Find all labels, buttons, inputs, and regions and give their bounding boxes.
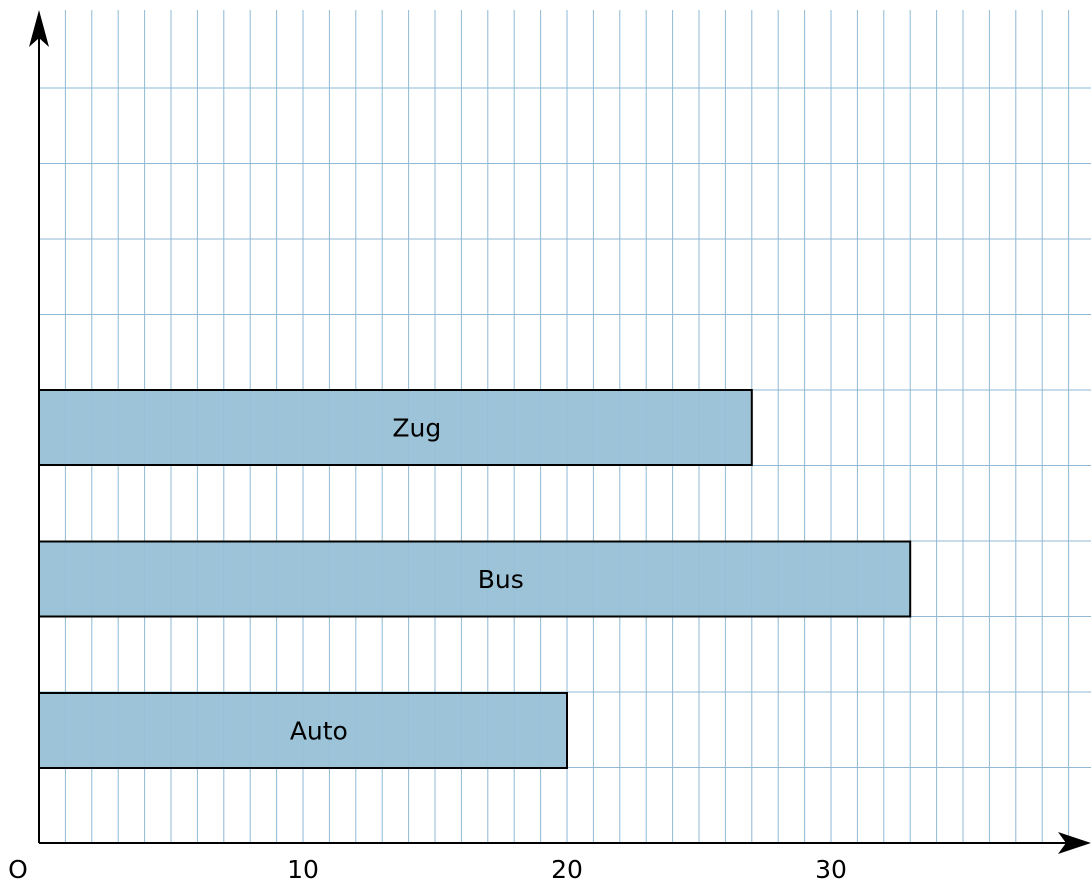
x-tick-label: 30 (815, 855, 847, 880)
bar-label-auto: Auto (290, 717, 348, 746)
tick-labels: O 10 20 30 (8, 855, 847, 880)
bar-label-bus: Bus (478, 565, 524, 594)
x-tick-label: 10 (287, 855, 319, 880)
bar-label-zug: Zug (392, 414, 441, 443)
axes (29, 10, 1091, 854)
bars: Auto Bus Zug (38, 389, 912, 769)
x-axis-arrow-icon (1058, 832, 1091, 854)
bar-zug (38, 389, 753, 466)
x-tick-label: 20 (551, 855, 583, 880)
x-tick-label: O (8, 855, 28, 880)
bar-auto (38, 692, 568, 769)
y-axis-arrow-icon (29, 10, 49, 47)
bar-bus (38, 540, 912, 618)
